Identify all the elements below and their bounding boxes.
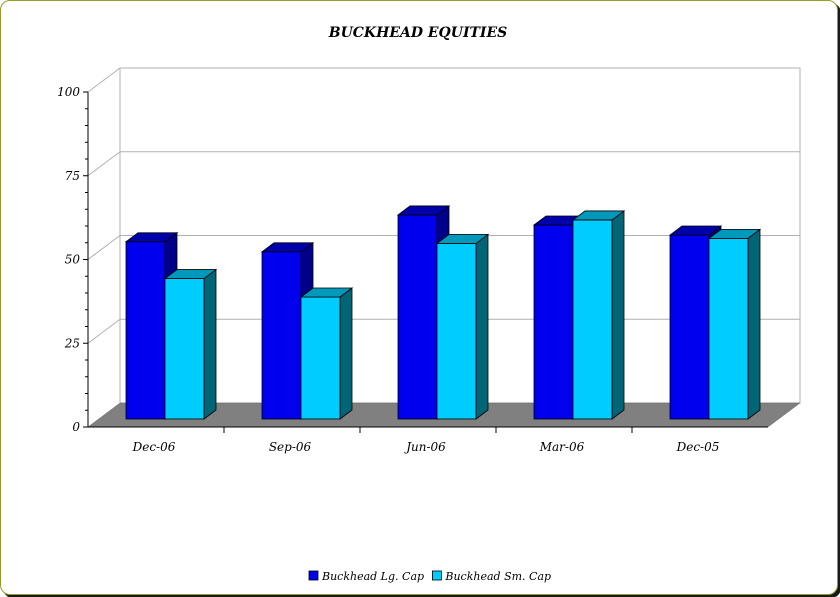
x-tick-label: Dec-05 (676, 440, 720, 454)
chart-title: BUCKHEAD EQUITIES (328, 25, 508, 41)
bar-front (436, 242, 477, 420)
gridline-depth (87, 235, 121, 260)
bar-front (397, 214, 438, 420)
gridline-depth (87, 67, 121, 93)
gridline-depth (87, 318, 121, 344)
bar-front (125, 241, 166, 420)
bar-side (475, 233, 489, 420)
bar-front (533, 224, 574, 420)
bar-front (708, 237, 749, 420)
bar-top (260, 242, 315, 253)
bar (707, 228, 762, 420)
y-tick-label: 100 (57, 85, 80, 99)
bar (163, 268, 218, 420)
y-tick-label: 75 (65, 169, 80, 183)
bar-front (261, 251, 302, 420)
legend-label: Buckhead Sm. Cap (444, 570, 551, 583)
bar-side (339, 287, 353, 420)
bar (435, 233, 490, 420)
bar-top (163, 269, 218, 279)
bar (299, 287, 354, 420)
bar-top (668, 225, 723, 236)
bar-top (299, 287, 354, 298)
bar-top (124, 232, 179, 243)
y-tick-label: 25 (64, 336, 80, 350)
bar-front (300, 296, 341, 420)
bar-side (747, 228, 761, 420)
x-tick-label: Dec-06 (132, 440, 176, 454)
axes: 0 25 50 75 100 Dec-06 Sep-06 Jun-06 Mar-06 Dec-05 (57, 85, 768, 454)
y-tick-label: 50 (65, 253, 81, 267)
x-tick-label: Mar-06 (539, 440, 585, 454)
legend-swatch (431, 570, 442, 581)
bars (124, 205, 762, 420)
y-tick-label: 0 (72, 420, 80, 434)
bar-top (435, 233, 490, 244)
x-tick-label: Jun-06 (403, 440, 446, 454)
x-tick-label: Sep-06 (269, 440, 312, 454)
legend-label: Buckhead Lg. Cap (321, 570, 424, 583)
gridline-depth (87, 151, 121, 177)
legend: Buckhead Lg. Cap Buckhead Sm. Cap (308, 570, 551, 583)
bar-side (611, 210, 625, 420)
bar-top (571, 210, 626, 221)
bar-top (707, 228, 762, 239)
bar-top (396, 205, 451, 216)
bar (571, 210, 626, 420)
bar-front (669, 234, 710, 420)
bar-side (203, 268, 217, 420)
bar-front (164, 278, 205, 420)
legend-swatch (308, 570, 319, 581)
bar-front (572, 219, 613, 420)
